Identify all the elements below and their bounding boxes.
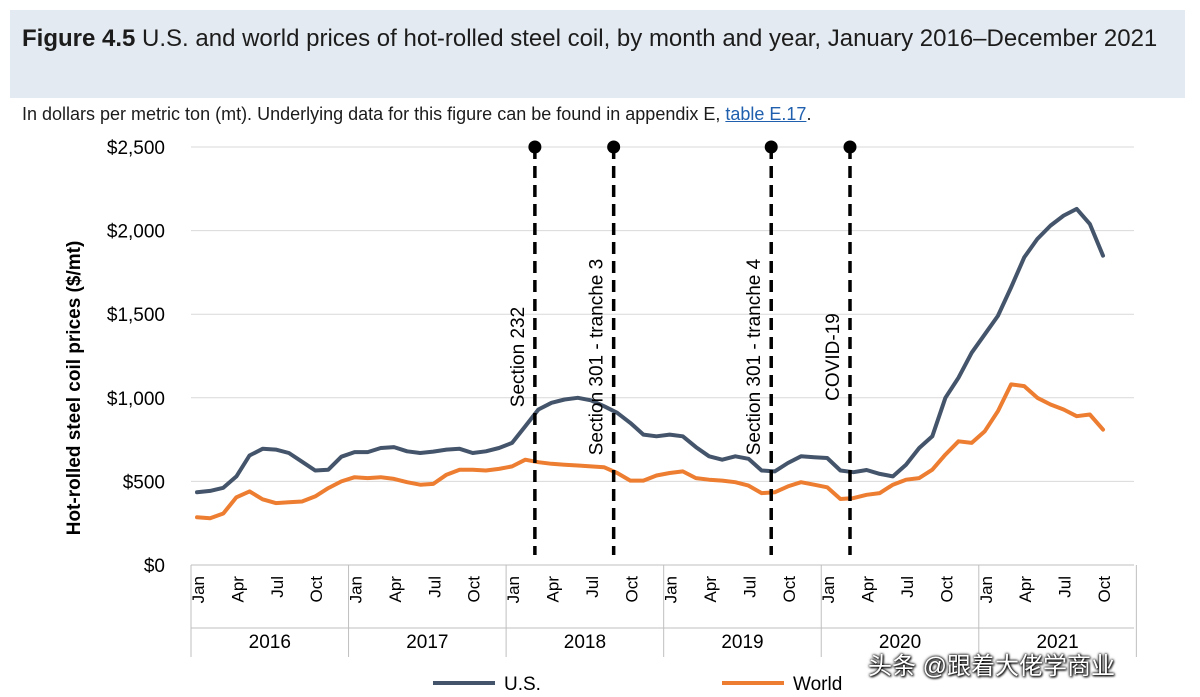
event-marker — [607, 140, 621, 154]
month-tick-label: Apr — [544, 576, 563, 603]
year-label: 2016 — [249, 632, 291, 653]
month-tick-label: Oct — [622, 576, 641, 603]
line-chart: $0 $500 $1,000 $1,500 $2,000 $2,500 Section 2… — [64, 138, 1137, 695]
year-label: 2018 — [564, 632, 606, 653]
legend-label-us: U.S. — [504, 674, 541, 695]
month-tick-label: Jan — [662, 576, 681, 603]
figure-number: Figure 4.5 — [22, 25, 136, 52]
y-tick-label: $1,000 — [107, 389, 165, 410]
watermark: 头条 @跟着大佬学商业 — [868, 653, 1116, 680]
month-tick-label: Jul — [583, 576, 602, 598]
year-label: 2020 — [879, 632, 921, 653]
event-label: Section 301 - tranche 4 — [744, 258, 765, 455]
y-tick-label: $500 — [123, 472, 165, 493]
month-tick-label: Jul — [268, 576, 287, 598]
month-tick-label: Oct — [1095, 576, 1114, 603]
month-tick-label: Apr — [859, 576, 878, 603]
event-marker — [843, 140, 857, 154]
legend-label-world: World — [793, 674, 842, 695]
title-box — [10, 10, 1185, 98]
y-axis-title: Hot-rolled steel coil prices ($/mt) — [64, 241, 85, 536]
month-tick-label: Jul — [425, 576, 444, 598]
month-tick-label: Apr — [386, 576, 405, 603]
world-series-line — [195, 382, 1105, 521]
month-tick-label: Oct — [465, 576, 484, 603]
figure-title: Figure 4.5 U.S. and world prices of hot-… — [22, 22, 1162, 55]
y-tick-label: $2,500 — [107, 138, 165, 159]
y-tick-label: $1,500 — [107, 305, 165, 326]
year-label: 2021 — [1036, 632, 1078, 653]
month-tick-label: Jan — [819, 576, 838, 603]
us-series-line — [195, 206, 1105, 495]
event-marker — [528, 140, 542, 154]
month-tick-label: Apr — [701, 576, 720, 603]
month-tick-label: Jan — [504, 576, 523, 603]
month-tick-label: Jan — [347, 576, 366, 603]
month-tick-label: Apr — [1016, 576, 1035, 603]
month-tick-label: Jul — [1056, 576, 1075, 598]
figure-subtitle: In dollars per metric ton (mt). Underlyi… — [22, 104, 811, 125]
month-tick-label: Jul — [898, 576, 917, 598]
month-tick-label: Apr — [228, 576, 247, 603]
month-tick-label: Oct — [937, 576, 956, 603]
event-label: Section 301 - tranche 3 — [587, 259, 608, 455]
month-tick-label: Jul — [740, 576, 759, 598]
month-tick-label: Jan — [189, 576, 208, 603]
month-tick-label: Jan — [977, 576, 996, 603]
month-tick-label: Oct — [780, 576, 799, 603]
y-tick-label: $2,000 — [107, 222, 165, 243]
subtitle-text: In dollars per metric ton (mt). Underlyi… — [22, 104, 726, 124]
year-label: 2017 — [406, 632, 448, 653]
y-tick-label: $0 — [144, 556, 165, 577]
year-label: 2019 — [721, 632, 763, 653]
event-label: Section 232 — [508, 307, 529, 407]
event-label: COVID-19 — [823, 313, 844, 401]
subtitle-end: . — [806, 104, 812, 124]
month-tick-label: Oct — [307, 576, 326, 603]
event-marker — [764, 140, 778, 154]
table-link[interactable]: table E.17 — [725, 104, 807, 124]
figure-title-text: U.S. and world prices of hot-rolled stee… — [142, 25, 1158, 52]
